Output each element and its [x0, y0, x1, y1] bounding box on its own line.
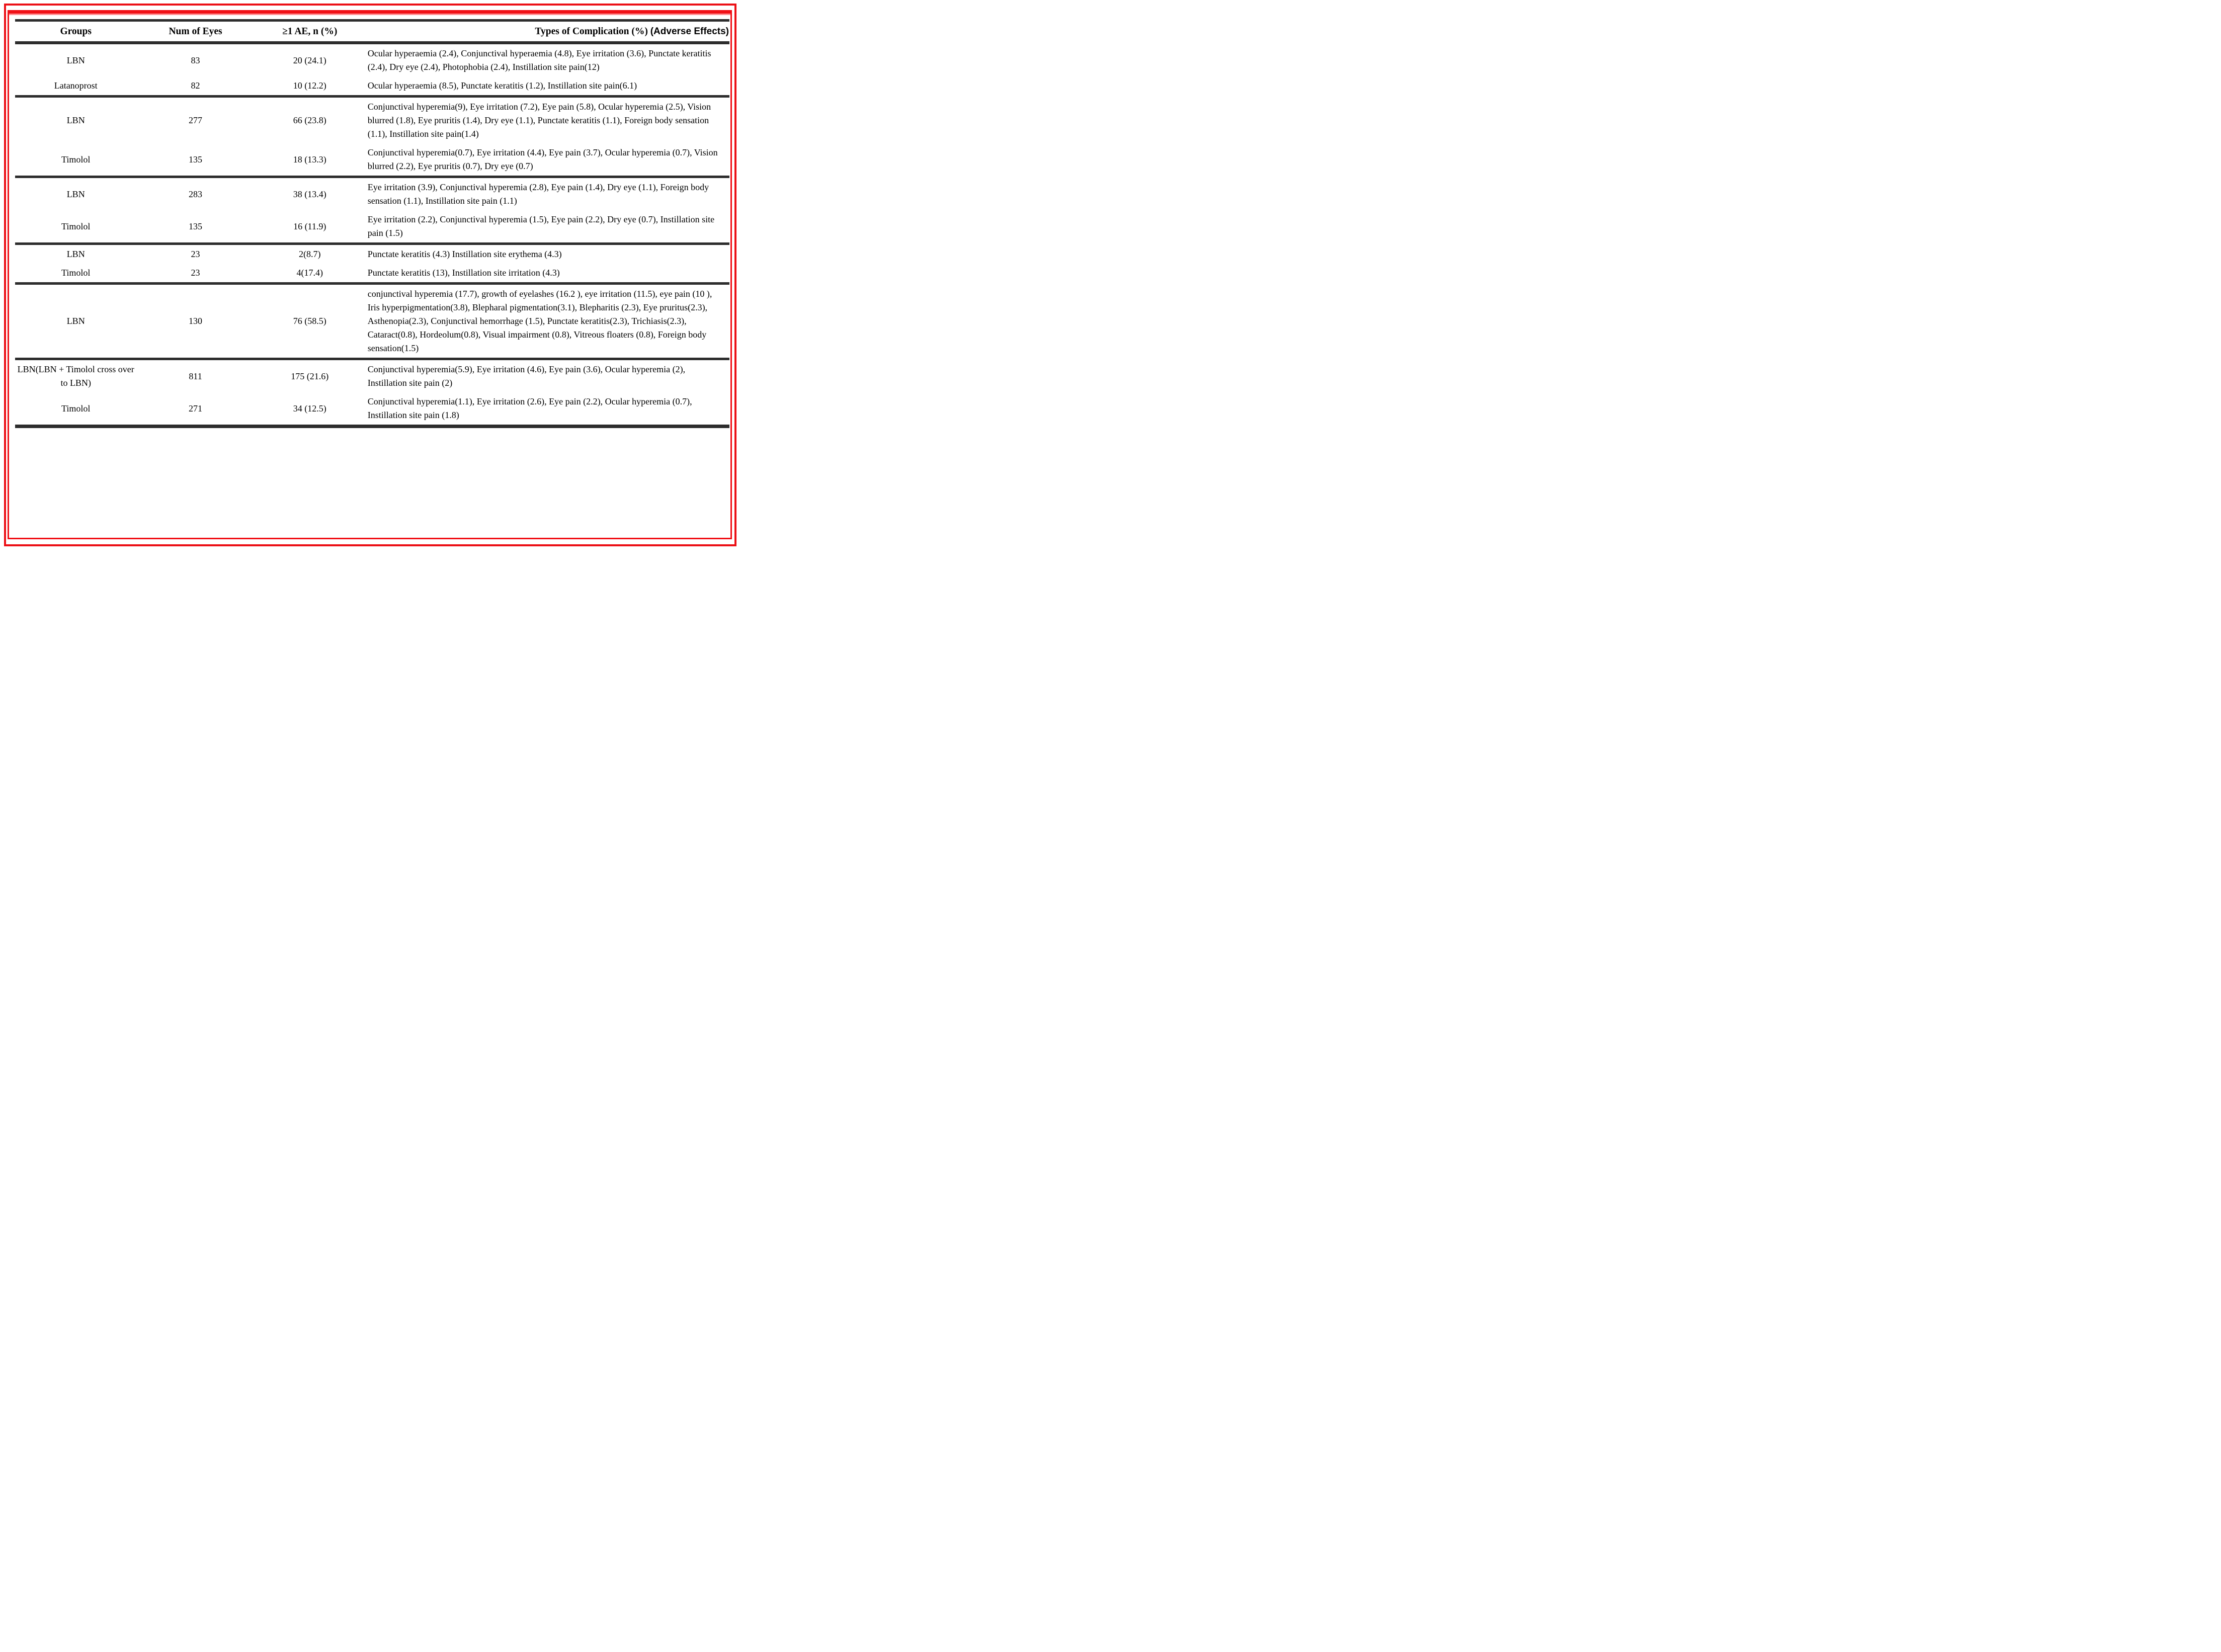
group-cell: Timolol: [61, 154, 91, 164]
ae-cell: 38 (13.4): [293, 189, 326, 199]
table-section: LBN 277 66 (23.8) Conjunctival hyperemia…: [15, 96, 729, 177]
adverse-effects-table: Groups Num of Eyes ≥1 AE, n (%) Types of…: [15, 19, 729, 428]
table-row: Timolol 135 18 (13.3) Conjunctival hyper…: [15, 143, 729, 177]
complications-cell: Ocular hyperaemia (2.4), Conjunctival hy…: [367, 48, 711, 72]
ae-cell: 16 (11.9): [293, 221, 326, 231]
ae-cell: 4(17.4): [296, 268, 323, 278]
table-section: LBN 83 20 (24.1) Ocular hyperaemia (2.4)…: [15, 43, 729, 97]
table-section: LBN 130 76 (58.5) conjunctival hyperemia…: [15, 283, 729, 359]
eyes-cell: 283: [189, 189, 203, 199]
header-complications-label: Types of Complication (%): [535, 26, 648, 37]
header-adverse-effects-annotation: (Adverse Effects): [650, 26, 729, 37]
table-row: Timolol 23 4(17.4) Punctate keratitis (1…: [15, 264, 729, 284]
header-groups: Groups: [60, 26, 92, 37]
ae-cell: 76 (58.5): [293, 316, 326, 326]
eyes-cell: 811: [189, 371, 202, 381]
header-num-of-eyes: Num of Eyes: [169, 26, 222, 37]
eyes-cell: 277: [189, 115, 203, 125]
group-cell: Latanoprost: [54, 80, 98, 91]
table-section: LBN(LBN + Timolol cross over to LBN) 811…: [15, 359, 729, 427]
ae-cell: 20 (24.1): [293, 55, 326, 65]
eyes-cell: 23: [191, 249, 200, 259]
complications-cell: conjunctival hyperemia (17.7), growth of…: [367, 289, 712, 353]
complications-cell: Punctate keratitis (4.3) Instillation si…: [367, 249, 562, 259]
group-cell: LBN: [66, 189, 85, 199]
complications-cell: Conjunctival hyperemia(1.1), Eye irritat…: [367, 396, 692, 420]
group-cell: Timolol: [61, 221, 91, 231]
group-cell: LBN: [66, 316, 85, 326]
complications-cell: Eye irritation (3.9), Conjunctival hyper…: [367, 182, 709, 206]
ae-cell: 34 (12.5): [293, 403, 326, 414]
complications-cell: Punctate keratitis (13), Instillation si…: [367, 268, 560, 278]
header-complications: Types of Complication (%) (Adverse Effec…: [365, 21, 729, 43]
outer-red-frame: Groups Num of Eyes ≥1 AE, n (%) Types of…: [4, 4, 736, 546]
group-cell: LBN: [66, 55, 85, 65]
group-cell: LBN: [66, 249, 85, 259]
complications-cell: Eye irritation (2.2), Conjunctival hyper…: [367, 214, 715, 238]
table-row: LBN 83 20 (24.1) Ocular hyperaemia (2.4)…: [15, 43, 729, 76]
table-row: LBN(LBN + Timolol cross over to LBN) 811…: [15, 359, 729, 393]
group-cell: LBN(LBN + Timolol cross over to LBN): [17, 364, 134, 388]
group-cell: Timolol: [61, 268, 91, 278]
table-row: Timolol 271 34 (12.5) Conjunctival hyper…: [15, 392, 729, 427]
red-band-highlight: [9, 14, 730, 15]
complications-cell: Conjunctival hyperemia(0.7), Eye irritat…: [367, 147, 718, 171]
group-cell: Timolol: [61, 403, 91, 414]
group-cell: LBN: [66, 115, 85, 125]
header-ae: ≥1 AE, n (%): [282, 26, 338, 37]
eyes-cell: 82: [191, 80, 200, 91]
table-section: LBN 23 2(8.7) Punctate keratitis (4.3) I…: [15, 243, 729, 284]
eyes-cell: 23: [191, 268, 200, 278]
eyes-cell: 135: [189, 154, 203, 164]
table-row: LBN 130 76 (58.5) conjunctival hyperemia…: [15, 284, 729, 359]
table-header: Groups Num of Eyes ≥1 AE, n (%) Types of…: [15, 21, 729, 43]
eyes-cell: 83: [191, 55, 200, 65]
table-row: LBN 283 38 (13.4) Eye irritation (3.9), …: [15, 177, 729, 211]
inner-red-frame: Groups Num of Eyes ≥1 AE, n (%) Types of…: [8, 10, 732, 539]
ae-cell: 18 (13.3): [293, 154, 326, 164]
complications-cell: Conjunctival hyperemia(9), Eye irritatio…: [367, 102, 711, 139]
complications-cell: Conjunctival hyperemia(5.9), Eye irritat…: [367, 364, 686, 388]
ae-cell: 175 (21.6): [291, 371, 329, 381]
complications-cell: Ocular hyperaemia (8.5), Punctate kerati…: [367, 80, 637, 91]
eyes-cell: 130: [189, 316, 203, 326]
ae-cell: 10 (12.2): [293, 80, 326, 91]
ae-cell: 2(8.7): [298, 249, 321, 259]
table-row: LBN 23 2(8.7) Punctate keratitis (4.3) I…: [15, 244, 729, 264]
table-row: Latanoprost 82 10 (12.2) Ocular hyperaem…: [15, 76, 729, 97]
table-row: LBN 277 66 (23.8) Conjunctival hyperemia…: [15, 97, 729, 144]
table-section: LBN 283 38 (13.4) Eye irritation (3.9), …: [15, 177, 729, 244]
eyes-cell: 271: [189, 403, 203, 414]
table-row: Timolol 135 16 (11.9) Eye irritation (2.…: [15, 210, 729, 244]
eyes-cell: 135: [189, 221, 203, 231]
ae-cell: 66 (23.8): [293, 115, 326, 125]
